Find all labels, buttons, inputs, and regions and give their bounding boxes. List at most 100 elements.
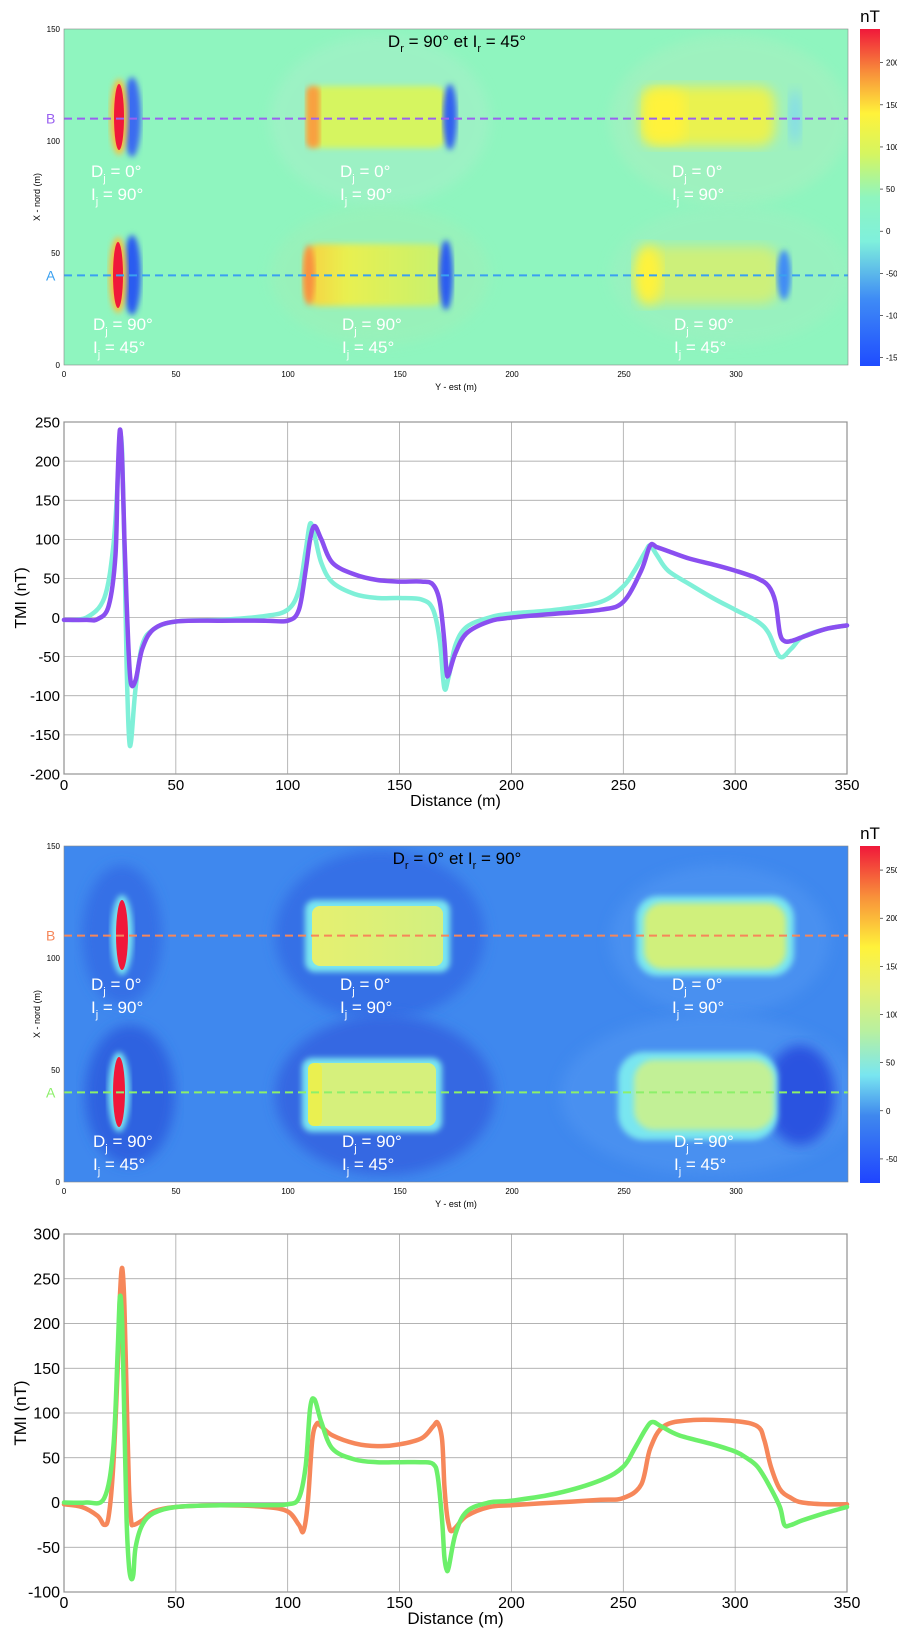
y-tick-label: 250: [33, 1271, 60, 1288]
x-tick-label: 0: [60, 1595, 69, 1612]
profile-label-a: A: [46, 267, 56, 283]
y-tick-label: 200: [35, 453, 60, 470]
x-tick-label: 50: [167, 1595, 185, 1612]
x-tick-label: 0: [62, 370, 67, 379]
x-tick-label: 200: [505, 370, 519, 379]
body-inclination-label: Ij = 90°: [340, 998, 392, 1021]
body-declination-label: Dj = 90°: [342, 315, 402, 338]
body-inclination-label: Ij = 90°: [672, 998, 724, 1021]
x-tick-label: 100: [274, 1595, 301, 1612]
colorbar-tick-label: 100: [886, 1011, 897, 1020]
x-tick-label: 0: [60, 777, 68, 794]
body-inclination-label: Ij = 90°: [672, 185, 724, 208]
y-tick-label: 250: [35, 414, 60, 431]
y-axis-label: X - nord (m): [32, 990, 42, 1038]
x-tick-label: 0: [62, 1187, 67, 1196]
x-axis-label: Y - est (m): [435, 1199, 477, 1209]
profile-label-b: B: [46, 928, 55, 944]
y-tick-label: 300: [33, 1227, 60, 1244]
x-tick-label: 200: [498, 1595, 525, 1612]
map-title: Dr = 90° et Ir = 45°: [388, 32, 526, 55]
title-i-value: = 45°: [481, 32, 526, 51]
y-tick-label: 150: [47, 842, 61, 851]
colorbar-top: 200 150 100 50 0 -50 -100 -150: [860, 29, 897, 366]
y-tick-label: 150: [35, 492, 60, 509]
y-tick-label: 50: [43, 571, 60, 588]
tmi-profile-top: 0 50 100 150 200 250 300 350 250 200 150 100 50 0 -50 -…: [13, 414, 860, 810]
x-tick-label: 350: [834, 1595, 861, 1612]
y-tick-label: -100: [28, 1585, 60, 1602]
body-inclination-label: Ij = 45°: [93, 338, 145, 361]
body-declination-label: Dj = 90°: [93, 1132, 153, 1155]
title-i-sub: r: [477, 43, 481, 55]
y-tick-label: 50: [51, 1066, 60, 1075]
y-tick-label: -150: [30, 727, 60, 744]
y-tick-label: 150: [33, 1361, 60, 1378]
colorbar-unit: nT: [860, 824, 880, 843]
y-axis-label: TMI (nT): [13, 567, 30, 628]
y-axis-label: TMI (nT): [11, 1380, 30, 1445]
y-tick-label: 0: [56, 361, 61, 370]
x-tick-label: 150: [386, 1595, 413, 1612]
y-tick-label: -200: [30, 766, 60, 783]
x-tick-label: 200: [499, 777, 524, 794]
colorbar-tick-label: -50: [886, 269, 897, 278]
body-declination-label: Dj = 90°: [674, 315, 734, 338]
body-declination-label: Dj = 0°: [91, 162, 141, 185]
y-axis-label: X - nord (m): [32, 173, 42, 221]
colorbar-tick-label: -100: [886, 311, 897, 320]
colorbar-tick-label: 200: [886, 914, 897, 923]
x-tick-label: 250: [610, 1595, 637, 1612]
profile-a-series-line: [61, 433, 850, 749]
colorbar-tick-label: 50: [886, 185, 895, 194]
colorbar-tick-label: -50: [886, 1155, 897, 1164]
y-tick-label: 0: [51, 1495, 60, 1512]
x-tick-label: 50: [172, 1187, 181, 1196]
colorbar-unit: nT: [860, 7, 880, 26]
body-inclination-label: Ij = 90°: [340, 185, 392, 208]
body-declination-label: Dj = 90°: [342, 1132, 402, 1155]
anomaly-field: [109, 35, 848, 345]
x-tick-label: 150: [393, 1187, 407, 1196]
profile-b-series-line: [61, 427, 850, 689]
profile-a-series-line: [61, 1293, 850, 1582]
x-tick-label: 300: [729, 370, 743, 379]
anomaly-map-top: Dj = 0°Ij = 90°Dj = 0°Ij = 90°Dj = 0°Ij …: [32, 7, 897, 392]
y-tick-label: 100: [35, 532, 60, 549]
colorbar-tick-label: 150: [886, 101, 897, 110]
y-tick-label: 200: [33, 1316, 60, 1333]
x-tick-label: 100: [281, 1187, 295, 1196]
y-tick-label: 0: [56, 1178, 61, 1187]
colorbar-tick-label: 0: [886, 227, 891, 236]
colorbar-tick-label: 0: [886, 1107, 891, 1116]
body-declination-label: Dj = 90°: [93, 315, 153, 338]
x-tick-label: 50: [168, 777, 185, 794]
colorbar-tick-label: 100: [886, 143, 897, 152]
body-declination-label: Dj = 0°: [340, 162, 390, 185]
y-tick-label: 100: [47, 954, 61, 963]
colorbar-tick-label: -150: [886, 354, 897, 363]
body-inclination-label: Ij = 90°: [91, 185, 143, 208]
title-i-value: = 90°: [476, 849, 521, 868]
x-tick-label: 250: [617, 1187, 631, 1196]
body-inclination-label: Ij = 45°: [93, 1155, 145, 1178]
x-axis-label: Y - est (m): [435, 382, 477, 392]
body-inclination-label: Ij = 45°: [342, 1155, 394, 1178]
y-tick-label: -50: [37, 1540, 60, 1557]
title-d: D: [388, 32, 400, 51]
x-tick-label: 300: [729, 1187, 743, 1196]
body-declination-label: Dj = 0°: [672, 975, 722, 998]
body-declination-label: Dj = 0°: [672, 162, 722, 185]
body-inclination-label: Ij = 90°: [91, 998, 143, 1021]
y-tick-label: -50: [38, 649, 60, 666]
y-tick-label: -100: [30, 688, 60, 705]
x-tick-label: 350: [834, 777, 859, 794]
profile-label-a: A: [46, 1084, 56, 1100]
body-declination-label: Dj = 90°: [674, 1132, 734, 1155]
title-d-value: = 0° et: [409, 849, 468, 868]
y-tick-label: 0: [52, 610, 60, 627]
title-i: I: [473, 32, 478, 51]
x-tick-label: 250: [611, 777, 636, 794]
colorbar-tick-label: 50: [886, 1059, 895, 1068]
anomaly-map-bottom: Dj = 0°Ij = 90°Dj = 0°Ij = 90°Dj = 0°Ij …: [32, 824, 897, 1209]
